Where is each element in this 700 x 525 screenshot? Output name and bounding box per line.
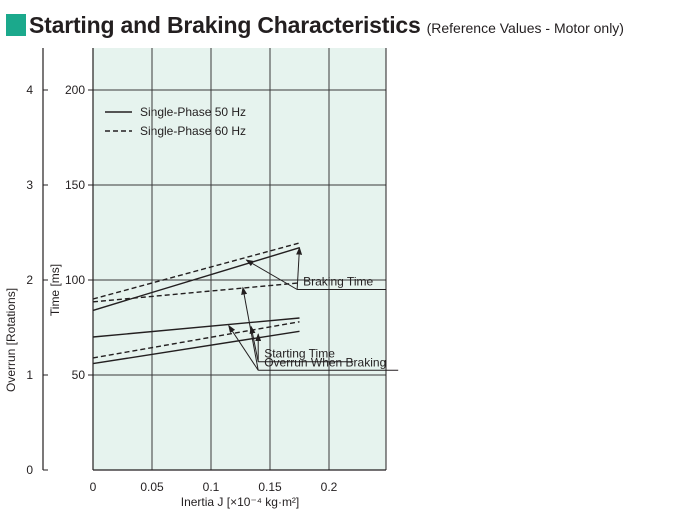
annotation-arrow — [241, 286, 259, 371]
x-axis-title: Inertia J [×10⁻⁴ kg·m²] — [181, 495, 300, 509]
time-tick-label: 100 — [65, 273, 85, 287]
x-tick-label: 0.05 — [140, 480, 164, 494]
overrun-tick-label: 5 — [26, 0, 33, 2]
overrun-tick-label: 0 — [26, 463, 33, 477]
title-accent-square — [6, 14, 26, 36]
axes — [42, 48, 387, 471]
annotation-arrow — [296, 246, 303, 290]
overrun-tick-label: 1 — [26, 368, 33, 382]
braking-time-60hz-line — [92, 242, 300, 300]
x-tick-label: 0.15 — [258, 480, 282, 494]
series-lines — [92, 242, 300, 365]
tick-labels: 0 1 2 3 4 5 50 100 150 200 0 0.05 0.1 0.15 0.2 — [26, 0, 337, 494]
legend-label: Single-Phase 60 Hz — [140, 124, 246, 138]
x-tick-label: 0.1 — [203, 480, 220, 494]
overrun-when-braking-60hz-line — [92, 282, 300, 303]
plot-area — [93, 48, 386, 470]
time-tick-label: 50 — [72, 368, 86, 382]
braking-time-50hz-line — [92, 247, 300, 312]
axis-titles: Overrun [Rotations] Time [ms] Inertia J [×… — [4, 264, 299, 509]
overrun-axis-title: Overrun [Rotations] — [4, 288, 18, 392]
annotation-arrow — [249, 325, 259, 362]
chart-title: Starting and Braking Characteristics — [29, 11, 421, 38]
grid-lines — [93, 48, 386, 470]
starting-time-60hz-line — [92, 321, 300, 359]
time-axis-title: Time [ms] — [48, 264, 62, 316]
x-tick-label: 0 — [90, 480, 97, 494]
legend-label: Single-Phase 50 Hz — [140, 105, 246, 119]
annotation-arrow — [228, 324, 259, 371]
overrun-when-braking-label: Overrun When Braking — [264, 355, 386, 369]
overrun-tick-label: 3 — [26, 178, 33, 192]
annotation-arrow — [245, 259, 298, 290]
starting-time-label: Starting Time — [264, 347, 335, 361]
overrun-tick-label: 4 — [26, 83, 33, 97]
overrun-tick-label: 2 — [26, 273, 33, 287]
overrun-when-braking-50hz-line — [92, 317, 300, 338]
time-tick-label: 150 — [65, 178, 85, 192]
time-tick-label: 200 — [65, 83, 85, 97]
legend: Single-Phase 50 Hz Single-Phase 60 Hz — [105, 105, 246, 138]
braking-time-label: Braking Time — [303, 275, 373, 289]
x-tick-label: 0.2 — [321, 480, 338, 494]
starting-time-50hz-line — [92, 330, 300, 365]
chart-title-bar: Starting and Braking Characteristics (Re… — [6, 10, 624, 40]
chart-subtitle: (Reference Values - Motor only) — [426, 20, 624, 36]
